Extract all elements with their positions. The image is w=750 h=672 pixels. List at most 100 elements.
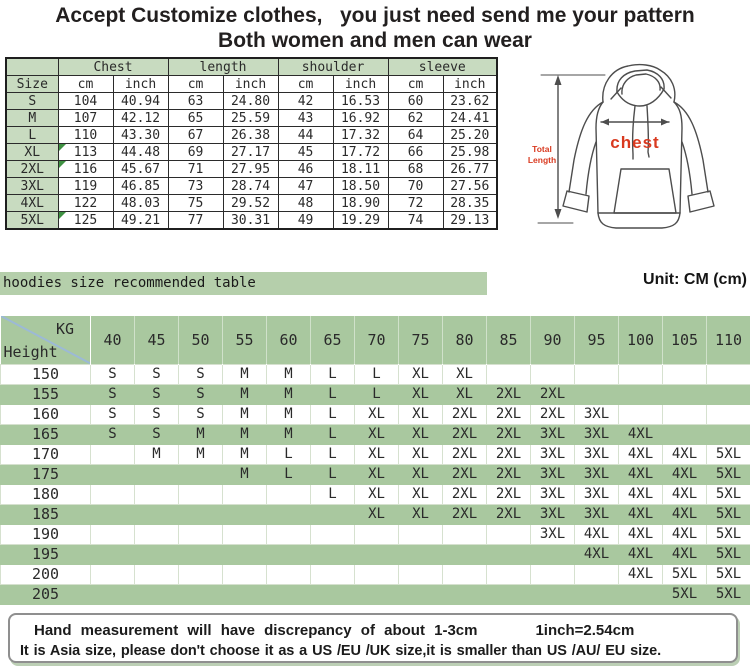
- recommended-size-cell: 3XL: [574, 423, 619, 445]
- empty-cell: [310, 523, 355, 545]
- recommended-table-band-label: hoodies size recommended table: [3, 275, 256, 291]
- empty-cell: [310, 543, 355, 565]
- recommended-size-cell: L: [266, 443, 311, 465]
- size-table-row-5XL: 5XL 125 49.21 77 30.31 49 19.29 74 29.13: [5, 211, 498, 230]
- recommended-size-cell: XL: [354, 463, 399, 485]
- recommended-size-cell: L: [310, 463, 355, 485]
- size-value-cell: 24.80: [222, 92, 279, 110]
- size-value-cell: 28.74: [222, 177, 279, 195]
- recommended-size-cell: 4XL: [574, 523, 619, 545]
- empty-cell: [398, 563, 443, 585]
- recommended-size-cell: S: [134, 383, 179, 405]
- size-table-row-XL: XL 113 44.48 69 27.17 45 17.72 66 25.98: [5, 143, 498, 161]
- empty-cell: [574, 563, 619, 585]
- hood-fold-left: [610, 87, 622, 100]
- empty-cell: [574, 363, 619, 385]
- weight-header-cell: 100: [618, 316, 663, 364]
- recommended-size-cell: 2XL: [442, 423, 487, 445]
- size-value-cell: 122: [57, 194, 114, 212]
- empty-cell: [618, 583, 663, 605]
- empty-cell: [530, 543, 575, 565]
- matrix-header-row: KG Height 40 45 50 55 60 65 70 75 80 85 90 95 100 105…: [0, 316, 750, 364]
- empty-cell: [486, 363, 531, 385]
- empty-cell: [266, 523, 311, 545]
- recommended-size-cell: M: [178, 423, 223, 445]
- unit-header-cell: inch: [442, 75, 498, 93]
- empty-cell: [178, 503, 223, 525]
- empty-cell: [706, 363, 750, 385]
- size-value-cell: 25.59: [222, 109, 279, 127]
- hem-bottom: [597, 212, 681, 229]
- empty-cell: [398, 523, 443, 545]
- empty-cell: [178, 563, 223, 585]
- recommended-size-cell: S: [178, 383, 223, 405]
- empty-cell: [90, 583, 135, 605]
- recommended-size-cell: S: [90, 363, 135, 385]
- empty-cell: [662, 403, 707, 425]
- total-length-label-word2: Length: [528, 155, 556, 165]
- size-label-cell: 5XL: [5, 211, 59, 230]
- recommended-size-cell: M: [134, 443, 179, 465]
- empty-cell: [90, 443, 135, 465]
- size-value-cell: 16.53: [332, 92, 389, 110]
- matrix-row-190: 190 3XL 4XL 4XL 4XL 5XL: [0, 523, 750, 545]
- size-value-cell: 71: [167, 160, 224, 178]
- recommended-size-cell: S: [90, 383, 135, 405]
- recommended-size-cell: M: [266, 383, 311, 405]
- recommended-size-cell: XL: [398, 403, 443, 425]
- empty-cell: [222, 563, 267, 585]
- recommended-size-cell: 5XL: [706, 443, 750, 465]
- right-sleeve-inner: [681, 141, 693, 195]
- recommended-size-cell: 5XL: [706, 483, 750, 505]
- size-value-cell: 19.29: [332, 211, 389, 230]
- matrix-row-195: 195 4XL 4XL 4XL 5XL: [0, 543, 750, 565]
- recommended-size-cell: 2XL: [486, 443, 531, 465]
- empty-cell: [266, 563, 311, 585]
- empty-cell: [90, 463, 135, 485]
- recommended-size-cell: 5XL: [706, 523, 750, 545]
- size-value-cell: 27.95: [222, 160, 279, 178]
- empty-cell: [530, 363, 575, 385]
- recommended-size-cell: 4XL: [662, 503, 707, 525]
- recommended-size-cell: M: [178, 443, 223, 465]
- size-label-cell: M: [5, 109, 59, 127]
- size-value-cell: 43: [277, 109, 334, 127]
- body-left-side: [595, 101, 604, 214]
- empty-cell: [310, 583, 355, 605]
- recommended-size-cell: 3XL: [530, 523, 575, 545]
- recommended-size-cell: 2XL: [442, 483, 487, 505]
- size-value-cell: 107: [57, 109, 114, 127]
- drawstring-right: [646, 105, 650, 158]
- weight-header-cell: 80: [442, 316, 487, 364]
- size-value-cell: 119: [57, 177, 114, 195]
- recommended-size-cell: M: [222, 423, 267, 445]
- size-value-cell: 17.32: [332, 126, 389, 144]
- recommended-size-cell: 4XL: [618, 483, 663, 505]
- recommended-size-cell: 4XL: [618, 543, 663, 565]
- empty-cell: [618, 403, 663, 425]
- recommended-size-cell: L: [310, 383, 355, 405]
- size-value-cell: 29.52: [222, 194, 279, 212]
- empty-cell: [134, 543, 179, 565]
- notice-measurement-text: Hand measurement will have discrepancy o…: [34, 622, 478, 639]
- recommended-size-cell: 2XL: [486, 423, 531, 445]
- empty-cell: [574, 383, 619, 405]
- size-value-cell: 25.20: [442, 126, 498, 144]
- empty-cell: [486, 523, 531, 545]
- recommended-size-cell: 3XL: [574, 403, 619, 425]
- weight-header-cell: 70: [354, 316, 399, 364]
- unit-header-cell: inch: [222, 75, 279, 93]
- size-value-cell: 69: [167, 143, 224, 161]
- size-table-group-row: Chest length shoulder sleeve: [5, 57, 498, 76]
- recommended-size-cell: 5XL: [706, 463, 750, 485]
- empty-cell: [90, 563, 135, 585]
- recommended-size-cell: L: [310, 363, 355, 385]
- recommended-size-cell: M: [222, 463, 267, 485]
- size-table-corner-cell: [5, 57, 59, 76]
- recommended-size-cell: 3XL: [530, 423, 575, 445]
- matrix-corner-cell: KG Height: [0, 316, 91, 364]
- size-value-cell: 26.77: [442, 160, 498, 178]
- recommended-size-cell: 2XL: [486, 503, 531, 525]
- matrix-row-155: 155 S S S M M L L XL XL 2XL 2XL: [0, 383, 750, 405]
